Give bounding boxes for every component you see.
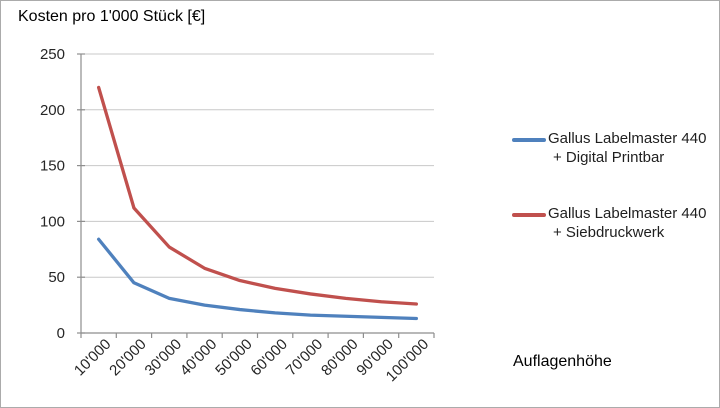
y-axis-tick-label: 50 (48, 269, 65, 286)
legend-label: Gallus Labelmaster 440 + Siebdruckwerk (548, 204, 706, 242)
legend-label-line1: Gallus Labelmaster 440 (548, 205, 707, 222)
x-axis-tick-label: 10'000 (71, 336, 115, 380)
chart-title: Kosten pro 1'000 Stück [€] (18, 8, 206, 25)
x-axis-tick-label: 20'000 (106, 336, 150, 380)
x-axis-tick-label: 50'000 (212, 336, 256, 380)
legend-label: Gallus Labelmaster 440 + Digital Printba… (548, 129, 706, 167)
y-axis-tick-label: 0 (57, 325, 65, 342)
x-axis-tick-label: 30'000 (142, 336, 186, 380)
y-axis-tick-label: 100 (40, 213, 65, 230)
x-axis-tick-label: 80'000 (318, 336, 362, 380)
legend-label-line2: + Siebdruckwerk (553, 224, 665, 241)
x-axis-tick-label: 70'000 (283, 336, 327, 380)
x-axis-tick-label: 60'000 (247, 336, 291, 380)
series-line (97, 85, 419, 306)
legend-line-swatch-red (512, 213, 546, 217)
legend-item-digital-printbar: Gallus Labelmaster 440 + Digital Printba… (512, 129, 706, 167)
x-axis-title: Auflagenhöhe (513, 353, 612, 370)
legend-item-siebdruckwerk: Gallus Labelmaster 440 + Siebdruckwerk (512, 204, 706, 242)
series-line (97, 237, 419, 321)
y-axis-tick-label: 150 (40, 158, 65, 175)
y-axis-tick-label: 200 (40, 102, 65, 119)
x-axis-tick-label: 40'000 (177, 336, 221, 380)
legend-line-swatch-blue (512, 138, 546, 142)
legend-label-line2: + Digital Printbar (553, 149, 665, 166)
y-axis-tick-label: 250 (40, 46, 65, 63)
legend-label-line1: Gallus Labelmaster 440 (548, 130, 707, 147)
